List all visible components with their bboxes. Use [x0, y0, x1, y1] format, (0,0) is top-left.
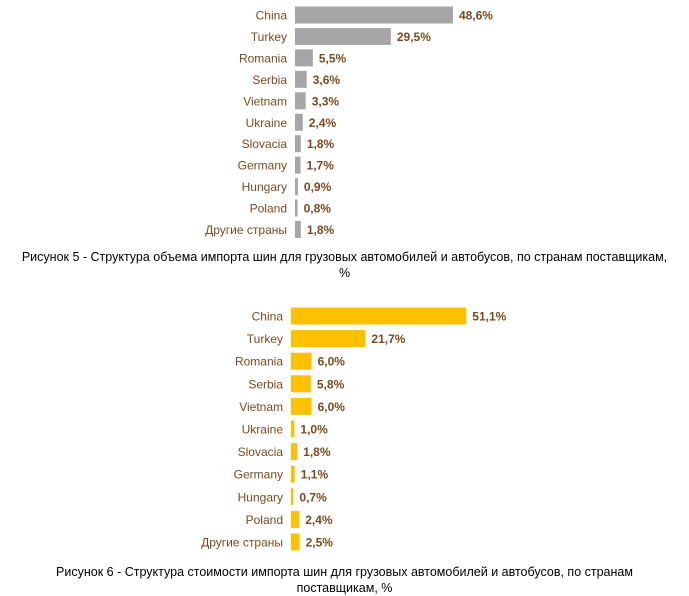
- category-label: China: [256, 9, 288, 23]
- bar: [291, 488, 294, 506]
- value-label: 5,8%: [317, 377, 345, 391]
- value-label: 5,5%: [319, 51, 347, 65]
- bar: [291, 352, 312, 370]
- category-label: Romania: [235, 355, 283, 369]
- bar: [291, 443, 298, 461]
- category-label: Ukraine: [242, 423, 284, 437]
- bar: [291, 375, 311, 393]
- value-label: 1,8%: [307, 223, 335, 237]
- category-label: Другие страны: [205, 223, 287, 237]
- category-label: Slovacia: [242, 137, 288, 151]
- category-label: Poland: [246, 513, 283, 527]
- category-label: Vietnam: [243, 94, 287, 108]
- value-label: 1,1%: [301, 468, 329, 482]
- bar: [295, 156, 301, 174]
- bar: [291, 533, 300, 551]
- bar: [295, 92, 306, 110]
- bar: [291, 465, 295, 483]
- category-label: Turkey: [247, 332, 283, 346]
- value-label: 3,6%: [313, 73, 341, 87]
- bar: [295, 49, 313, 67]
- value-label: 6,0%: [318, 355, 346, 369]
- category-label: Turkey: [251, 30, 287, 44]
- category-label: Romania: [239, 51, 287, 65]
- value-label: 21,7%: [371, 332, 405, 346]
- category-label: Hungary: [238, 490, 283, 504]
- bar: [295, 178, 298, 196]
- value-label: 3,3%: [312, 94, 340, 108]
- value-label: 2,4%: [309, 116, 337, 130]
- category-label: Ukraine: [246, 116, 288, 130]
- bar: [295, 113, 303, 131]
- bar: [291, 397, 312, 415]
- category-label: China: [252, 310, 284, 324]
- value-label: 0,9%: [304, 180, 332, 194]
- value-label: 48,6%: [459, 9, 493, 23]
- value-label: 6,0%: [318, 400, 346, 414]
- bar: [295, 135, 301, 153]
- value-label: 2,4%: [305, 513, 333, 527]
- bar: [295, 221, 301, 238]
- value-label: 0,8%: [304, 202, 332, 216]
- category-label: Vietnam: [239, 400, 283, 414]
- value-label: 1,7%: [307, 159, 335, 173]
- category-label: Slovacia: [238, 445, 284, 459]
- category-label: Germany: [234, 468, 283, 482]
- category-label: Serbia: [252, 73, 287, 87]
- bar: [291, 420, 295, 438]
- bar: [295, 70, 307, 88]
- bar: [291, 510, 300, 528]
- value-label: 0,7%: [299, 490, 327, 504]
- value-label: 1,8%: [303, 445, 331, 459]
- bar: [291, 307, 467, 325]
- bar: [291, 330, 366, 348]
- figure-6-caption: Рисунок 6 - Структура стоимости импорта …: [56, 565, 633, 595]
- value-label: 1,8%: [307, 137, 335, 151]
- value-label: 29,5%: [397, 30, 431, 44]
- category-label: Poland: [250, 202, 287, 216]
- bar: [295, 199, 298, 217]
- value-label: 1,0%: [300, 423, 328, 437]
- bar: [295, 27, 391, 45]
- bar: [295, 6, 453, 24]
- category-label: Hungary: [242, 180, 287, 194]
- value-label: 51,1%: [472, 310, 506, 324]
- category-label: Serbia: [248, 377, 283, 391]
- value-label: 2,5%: [306, 536, 334, 550]
- category-label: Germany: [238, 159, 287, 173]
- category-label: Другие страны: [201, 536, 283, 550]
- figure-5-caption: Рисунок 5 - Структура объема импорта шин…: [21, 250, 668, 280]
